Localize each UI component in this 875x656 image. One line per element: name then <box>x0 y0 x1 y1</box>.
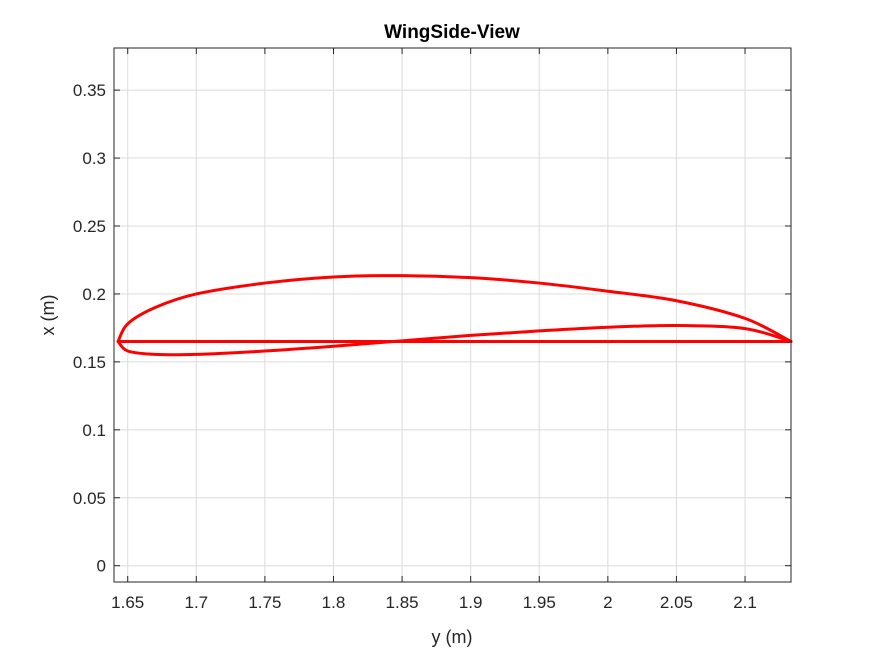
y-tick-label: 0.05 <box>73 489 106 508</box>
x-tick-label: 1.75 <box>248 593 281 612</box>
chart-title: WingSide-View <box>384 22 520 43</box>
x-tick-label: 1.7 <box>184 593 208 612</box>
axes-box <box>113 47 792 583</box>
x-tick-label: 1.95 <box>523 593 556 612</box>
y-tick-label: 0.25 <box>73 217 106 236</box>
y-tick-label: 0.15 <box>73 353 106 372</box>
y-tick-label: 0.3 <box>82 149 106 168</box>
y-tick-label: 0 <box>97 557 106 576</box>
y-tick-label: 0.1 <box>82 421 106 440</box>
plot-series <box>116 274 793 357</box>
x-axis-label: y (m) <box>432 627 473 647</box>
x-tick-label: 1.9 <box>459 593 483 612</box>
y-tick-label: 0.2 <box>82 285 106 304</box>
plot-area <box>114 48 791 582</box>
x-tick-label: 2.05 <box>660 593 693 612</box>
grid <box>114 48 791 582</box>
ticks: 1.65 1.7 1.75 1.8 1.85 1.9 1.95 2 2.05 2.1 0 0.05 0.… <box>73 48 791 612</box>
series-line-upper-surface <box>116 274 793 343</box>
x-tick-label: 2 <box>603 593 612 612</box>
x-tick-label: 1.8 <box>322 593 346 612</box>
x-tick-label: 1.85 <box>386 593 419 612</box>
x-tick-label: 2.1 <box>733 593 757 612</box>
y-tick-label: 0.35 <box>73 81 106 100</box>
y-axis-label: x (m) <box>38 295 58 336</box>
x-tick-label: 1.65 <box>111 593 144 612</box>
